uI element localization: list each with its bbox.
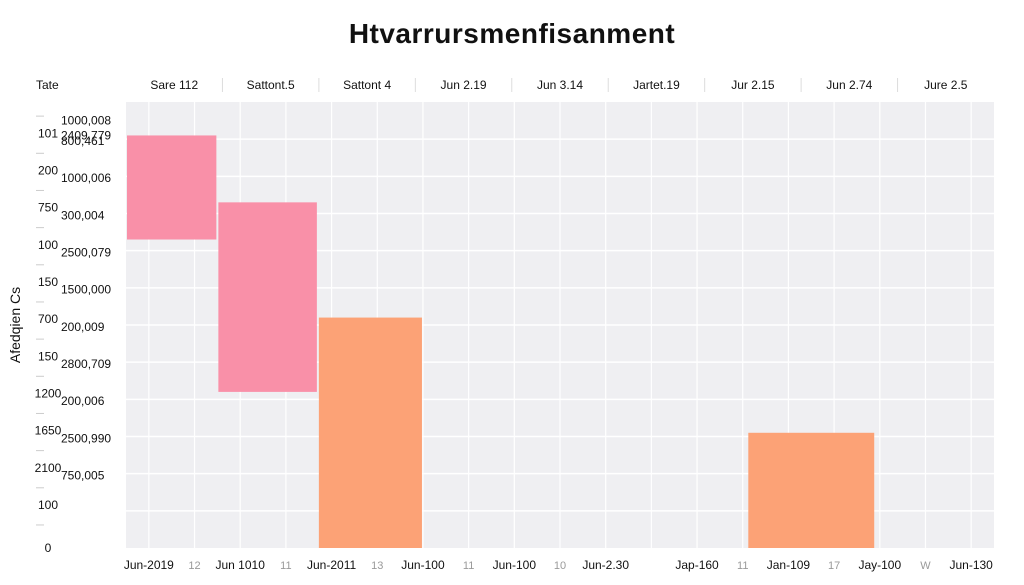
y-axis-tick-outer-8: 1200 <box>35 386 62 400</box>
y-axis-tick-inner-2: 2409.779 <box>61 128 111 142</box>
y-axis-tick-outer-5: 150 <box>38 275 58 289</box>
y-axis-label: Afedqien Cs <box>7 287 23 363</box>
y-axis-tick-inner-1: 1000,008 <box>61 114 111 128</box>
x-axis-tick-15: Jan-109 <box>767 558 811 572</box>
bar-4 <box>748 432 875 548</box>
y-axis-tick-outer-1: 101 <box>38 126 58 140</box>
top-axis-tick-3: Sattont 4 <box>343 78 391 92</box>
top-axis-tick-8: Jun 2.74 <box>826 78 872 92</box>
x-axis-tick-9: Jun-100 <box>493 558 537 572</box>
x-axis-tick-6: 13 <box>371 560 383 572</box>
y-axis-tick-outer-4: 100 <box>38 238 58 252</box>
y-axis-tick-outer-11: 100 <box>38 498 58 512</box>
y-axis-tick-inner-3: 800,461 <box>61 134 105 148</box>
x-axis-tick-18: W <box>920 560 931 572</box>
y-axis-tick-inner-7: 1500,000 <box>61 283 111 297</box>
x-axis-tick-8: 11 <box>463 560 474 572</box>
top-axis-tick-5: Jun 3.14 <box>537 78 583 92</box>
x-axis-tick-7: Jun-100 <box>401 558 445 572</box>
top-axis-tick-9: Jure 2.5 <box>924 78 968 92</box>
top-axis-tick-6: Jartet.19 <box>633 78 680 92</box>
y-axis-tick-inner-8: 200,009 <box>61 320 105 334</box>
y-axis-tick-inner-9: 2800,709 <box>61 357 111 371</box>
x-axis-tick-3: Jun 1010 <box>216 558 266 572</box>
bar-3 <box>318 317 422 548</box>
y-axis-tick-inner-10: 200,006 <box>61 394 105 408</box>
y-axis-tick-inner-6: 2500,079 <box>61 246 111 260</box>
x-axis-tick-4: 11 <box>280 560 291 572</box>
y-axis-tick-inner-12: 750,005 <box>61 469 105 483</box>
top-axis-tick-4: Jun 2.19 <box>441 78 487 92</box>
y-axis-tick-outer-3: 750 <box>38 201 58 215</box>
x-axis-tick-17: Jay-100 <box>858 558 901 572</box>
y-axis-tick-outer-10: 2100 <box>35 461 62 475</box>
bar-2 <box>218 202 317 392</box>
top-axis-tick-2: Sattont.5 <box>247 78 295 92</box>
top-axis-tick-1: Sare 112 <box>150 78 198 92</box>
y-axis-tick-outer-9: 1650 <box>35 424 62 438</box>
x-axis-tick-2: 12 <box>188 560 200 572</box>
y-axis-tick-inner-11: 2500,990 <box>61 431 111 445</box>
x-axis-tick-16: 17 <box>828 560 840 572</box>
chart-title: Htvarrursmenfisanment <box>348 18 676 49</box>
y-axis-tick-outer-12: 0 <box>45 541 52 555</box>
x-axis-tick-14: 11 <box>737 560 748 572</box>
y-axis-tick-outer-7: 150 <box>38 349 58 363</box>
x-axis-tick-1: Jun-2019 <box>124 558 174 572</box>
top-axis-label: Tate <box>36 78 59 92</box>
x-axis-tick-5: Jun-2011 <box>307 558 356 572</box>
x-axis-tick-10: 10 <box>554 560 566 572</box>
y-axis-tick-inner-4: 1000,006 <box>61 171 111 185</box>
y-axis-tick-outer-2: 200 <box>38 163 58 177</box>
x-axis-tick-13: Jap-160 <box>675 558 719 572</box>
x-axis-tick-11: Jun-2.30 <box>582 558 629 572</box>
bar-1 <box>127 135 217 240</box>
x-axis-tick-19: Jun-130 <box>949 558 993 572</box>
y-axis-tick-inner-5: 300,004 <box>61 208 105 222</box>
top-axis-tick-7: Jur 2.15 <box>731 78 775 92</box>
y-axis-tick-outer-6: 700 <box>38 312 58 326</box>
